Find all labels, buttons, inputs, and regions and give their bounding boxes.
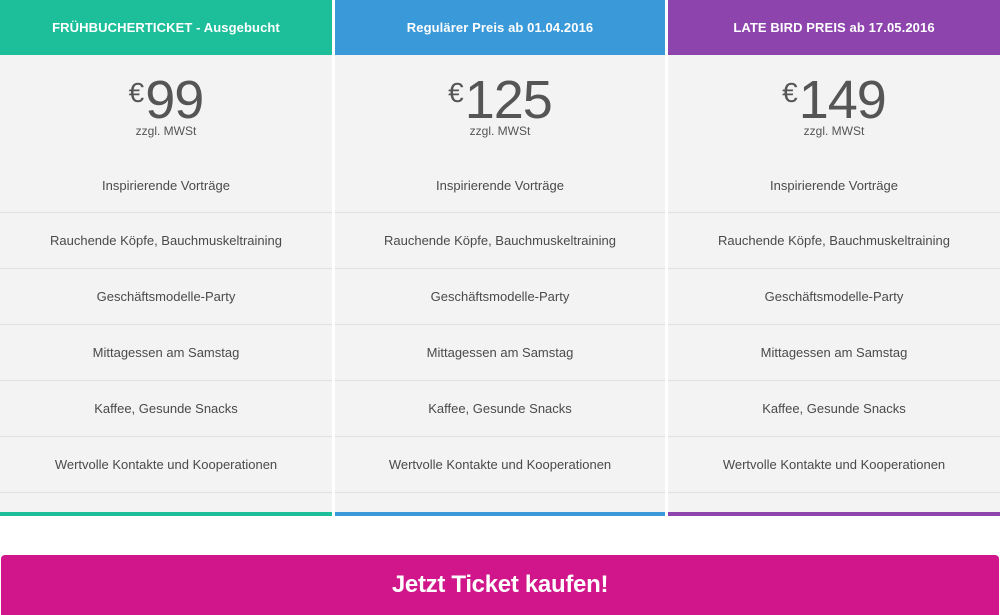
- price-block: € 149 zzgl. MWSt: [668, 55, 1000, 158]
- price: € 99: [0, 73, 332, 127]
- feature-list: Inspirierende Vorträge Rauchende Köpfe, …: [668, 158, 1000, 493]
- vat-note: zzgl. MWSt: [803, 124, 865, 138]
- tier-title: Regulärer Preis ab 01.04.2016: [406, 20, 594, 35]
- price-amount: 149: [798, 70, 887, 130]
- currency-symbol: €: [128, 77, 145, 108]
- feature-item: Kaffee, Gesunde Snacks: [0, 381, 332, 437]
- tier-accent-bar: [0, 512, 332, 516]
- tier-header: Regulärer Preis ab 01.04.2016: [335, 0, 665, 55]
- price-amount: 125: [464, 70, 553, 130]
- feature-item: Mittagessen am Samstag: [0, 325, 332, 381]
- feature-item: Geschäftsmodelle-Party: [0, 269, 332, 325]
- tier-accent-bar: [335, 512, 665, 516]
- pricing-tier-early-bird: FRÜHBUCHERTICKET - Ausgebucht € 99 zzgl.…: [0, 0, 332, 516]
- feature-list: Inspirierende Vorträge Rauchende Köpfe, …: [335, 158, 665, 493]
- feature-item: Mittagessen am Samstag: [668, 325, 1000, 381]
- feature-item: Wertvolle Kontakte und Kooperationen: [0, 437, 332, 493]
- buy-ticket-button[interactable]: Jetzt Ticket kaufen!: [1, 555, 999, 615]
- currency-symbol: €: [782, 77, 798, 108]
- feature-item: Wertvolle Kontakte und Kooperationen: [668, 437, 1000, 493]
- feature-item: Mittagessen am Samstag: [335, 325, 665, 381]
- price-amount: 99: [145, 70, 204, 130]
- tier-title: FRÜHBUCHERTICKET - Ausgebucht: [52, 20, 280, 35]
- feature-item: Rauchende Köpfe, Bauchmuskeltraining: [668, 213, 1000, 269]
- feature-item: Kaffee, Gesunde Snacks: [335, 381, 665, 437]
- feature-item: Rauchende Köpfe, Bauchmuskeltraining: [335, 213, 665, 269]
- price-block: € 99 zzgl. MWSt: [0, 55, 332, 158]
- pricing-tier-regular: Regulärer Preis ab 01.04.2016 € 125 zzgl…: [335, 0, 665, 516]
- feature-item: Inspirierende Vorträge: [668, 158, 1000, 213]
- price: € 149: [668, 73, 1000, 127]
- tier-accent-bar: [668, 512, 1000, 516]
- feature-item: Kaffee, Gesunde Snacks: [668, 381, 1000, 437]
- tier-header: FRÜHBUCHERTICKET - Ausgebucht: [0, 0, 332, 55]
- tier-title: LATE BIRD PREIS ab 17.05.2016: [733, 20, 935, 35]
- feature-item: Geschäftsmodelle-Party: [668, 269, 1000, 325]
- currency-symbol: €: [448, 77, 464, 108]
- feature-item: Inspirierende Vorträge: [335, 158, 665, 213]
- vat-note: zzgl. MWSt: [135, 124, 197, 138]
- pricing-tier-late-bird: LATE BIRD PREIS ab 17.05.2016 € 149 zzgl…: [668, 0, 1000, 516]
- vat-note: zzgl. MWSt: [469, 124, 531, 138]
- feature-item: Inspirierende Vorträge: [0, 158, 332, 213]
- feature-list: Inspirierende Vorträge Rauchende Köpfe, …: [0, 158, 332, 493]
- feature-item: Geschäftsmodelle-Party: [335, 269, 665, 325]
- buy-ticket-label: Jetzt Ticket kaufen!: [391, 571, 609, 598]
- feature-item: Wertvolle Kontakte und Kooperationen: [335, 437, 665, 493]
- feature-item: Rauchende Köpfe, Bauchmuskeltraining: [0, 213, 332, 269]
- pricing-tiers: FRÜHBUCHERTICKET - Ausgebucht € 99 zzgl.…: [0, 0, 1000, 516]
- price-block: € 125 zzgl. MWSt: [335, 55, 665, 158]
- tier-header: LATE BIRD PREIS ab 17.05.2016: [668, 0, 1000, 55]
- price: € 125: [335, 73, 665, 127]
